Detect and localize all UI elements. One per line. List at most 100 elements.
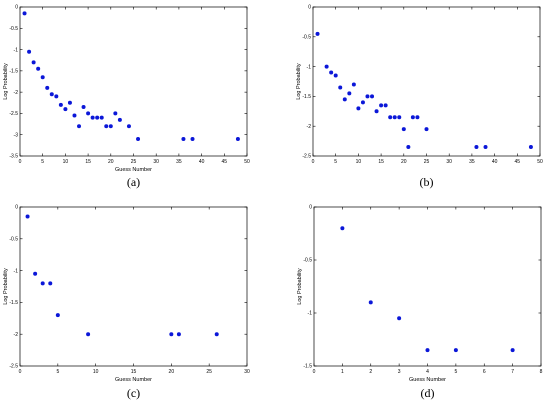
x-tick-label: 8 <box>540 369 543 375</box>
x-tick-label: 7 <box>511 369 514 375</box>
x-tick-label: 20 <box>108 159 114 165</box>
x-tick-label: 50 <box>537 159 543 165</box>
data-point <box>169 332 174 337</box>
data-point <box>370 94 375 99</box>
x-tick-label: 10 <box>63 159 69 165</box>
data-point <box>176 332 181 337</box>
y-tick-label: -2 <box>14 90 19 96</box>
x-tick-label: 45 <box>515 159 521 165</box>
data-point <box>351 82 356 87</box>
x-tick-label: 25 <box>131 159 137 165</box>
data-point <box>383 103 388 108</box>
x-tick-label: 5 <box>334 159 337 165</box>
data-point <box>86 332 91 337</box>
data-point <box>49 92 54 97</box>
y-tick-label: -1.5 <box>9 69 18 75</box>
y-tick-label: -3 <box>14 132 19 138</box>
plot-area-frame <box>19 206 248 367</box>
y-tick-label: 0 <box>309 205 312 211</box>
x-tick-label: 15 <box>131 369 137 375</box>
y-tick-label: -2 <box>14 332 19 338</box>
y-tick-label: -2.5 <box>302 154 311 160</box>
data-point <box>365 94 370 99</box>
x-tick-label: 3 <box>398 369 401 375</box>
y-tick-label: -1.5 <box>303 364 312 370</box>
y-tick-label: -0.5 <box>9 26 18 32</box>
y-tick-label: -1 <box>308 311 313 317</box>
data-point <box>415 115 420 120</box>
data-point <box>379 103 384 108</box>
y-tick-label: -0.5 <box>9 237 18 243</box>
data-point <box>424 127 429 132</box>
x-tick-label: 15 <box>378 159 384 165</box>
x-tick-label: 0 <box>313 369 316 375</box>
data-point <box>22 11 27 16</box>
data-point <box>338 85 343 90</box>
data-point <box>45 85 50 90</box>
data-point <box>40 281 45 286</box>
data-point <box>374 109 379 114</box>
data-point <box>99 115 104 120</box>
x-tick-label: 6 <box>483 369 486 375</box>
data-point <box>86 111 91 116</box>
plot-area-frame <box>312 6 541 157</box>
x-tick-label: 10 <box>356 159 362 165</box>
data-point <box>453 348 458 353</box>
data-point <box>95 115 100 120</box>
data-point <box>368 300 373 305</box>
data-point <box>347 91 352 96</box>
panel-caption: (d) <box>421 386 435 400</box>
x-axis-label: Guess Number <box>115 167 152 173</box>
data-point <box>425 348 430 353</box>
data-point <box>315 31 320 36</box>
x-tick-label: 25 <box>424 159 430 165</box>
data-point <box>356 106 361 111</box>
data-point <box>190 136 195 141</box>
data-point <box>324 64 329 69</box>
x-tick-label: 20 <box>401 159 407 165</box>
y-tick-label: -1.5 <box>9 300 18 306</box>
data-point <box>214 332 219 337</box>
data-point <box>36 66 41 71</box>
x-axis-label: Guess Number <box>115 377 152 383</box>
y-axis-label: Log Probability <box>3 268 9 305</box>
chart-panel-b: 0 5 10 15 20 25 30 35 40 45 50 0 -0.5 -1 -1.5 -2 -2.5 Log… <box>296 5 543 189</box>
data-point <box>33 271 38 276</box>
y-tick-label: 0 <box>308 5 311 11</box>
x-tick-label: 0 <box>312 159 315 165</box>
data-point <box>67 100 72 105</box>
data-point <box>58 102 63 107</box>
x-tick-label: 5 <box>454 369 457 375</box>
x-tick-label: 30 <box>244 369 250 375</box>
data-point <box>329 70 334 75</box>
y-tick-label: -3.5 <box>9 154 18 160</box>
chart-panel-c: 0 5 10 15 20 25 30 0 -0.5 -1 -1.5 -2 -2.5 Guess Numbe… <box>3 205 250 400</box>
data-point <box>113 111 118 116</box>
data-point <box>63 107 68 112</box>
x-tick-label: 5 <box>41 159 44 165</box>
x-tick-label: 0 <box>19 159 22 165</box>
panel-caption: (a) <box>127 175 140 189</box>
data-point <box>136 136 141 141</box>
x-tick-label: 4 <box>426 369 429 375</box>
y-axis-label: Log Probability <box>297 268 303 305</box>
data-point <box>126 124 131 129</box>
data-point <box>40 75 45 80</box>
y-tick-label: -1 <box>307 64 312 70</box>
x-tick-label: 10 <box>93 369 99 375</box>
data-point <box>510 348 515 353</box>
data-point <box>483 145 488 150</box>
x-tick-label: 45 <box>222 159 228 165</box>
y-tick-label: 0 <box>15 5 18 11</box>
data-point <box>108 124 113 129</box>
data-point <box>397 316 402 321</box>
data-point <box>392 115 397 120</box>
plot-area-frame <box>19 6 248 157</box>
data-point <box>104 124 109 129</box>
data-point <box>528 145 533 150</box>
x-tick-label: 35 <box>176 159 182 165</box>
y-tick-label: -1 <box>14 268 19 274</box>
chart-panel-d: 0 1 2 3 4 5 6 7 8 0 -0.5 -1 -1.5 Guess Number Log Prob… <box>297 205 543 400</box>
x-tick-label: 40 <box>199 159 205 165</box>
x-tick-label: 5 <box>56 369 59 375</box>
